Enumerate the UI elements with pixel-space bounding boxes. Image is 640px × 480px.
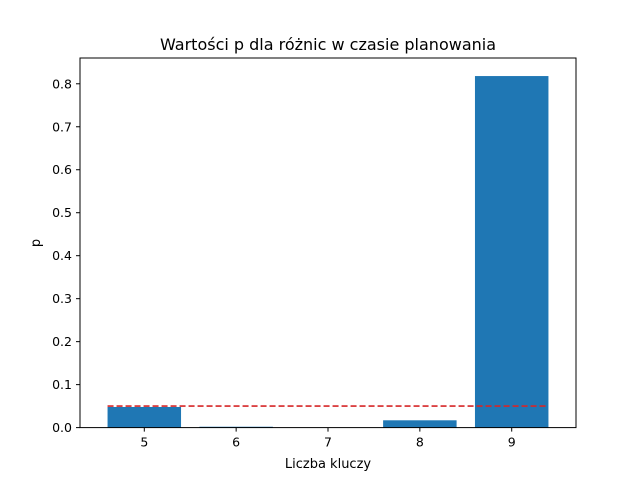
y-tick-label-0.8: 0.8 bbox=[52, 76, 72, 91]
x-tick-label-8: 8 bbox=[416, 435, 424, 450]
bars-layer bbox=[107, 76, 549, 428]
x-tick-label-6: 6 bbox=[232, 435, 240, 450]
y-tick-label-0.6: 0.6 bbox=[52, 162, 72, 177]
x-axis-ticks: 5 6 7 8 9 bbox=[140, 427, 516, 450]
y-axis-label: p bbox=[29, 239, 44, 247]
y-tick-label-0.0: 0.0 bbox=[52, 420, 72, 435]
y-tick-label-0.3: 0.3 bbox=[52, 291, 72, 306]
y-tick-label-0.2: 0.2 bbox=[52, 334, 72, 349]
y-tick-label-0.7: 0.7 bbox=[52, 119, 72, 134]
x-tick-label-9: 9 bbox=[508, 435, 516, 450]
bar-9 bbox=[474, 76, 549, 428]
y-tick-label-0.1: 0.1 bbox=[52, 377, 72, 392]
bar-5 bbox=[107, 406, 182, 428]
x-tick-label-5: 5 bbox=[140, 435, 148, 450]
chart-title: Wartości p dla różnic w czasie planowani… bbox=[160, 35, 496, 54]
x-axis-label: Liczba kluczy bbox=[285, 457, 372, 472]
bar-8 bbox=[383, 420, 457, 428]
x-tick-label-7: 7 bbox=[324, 435, 332, 450]
y-axis-ticks: 0.0 0.1 0.2 0.3 0.4 0.5 0.6 0.7 0.8 bbox=[52, 76, 80, 435]
y-tick-label-0.5: 0.5 bbox=[52, 205, 72, 220]
y-tick-label-0.4: 0.4 bbox=[52, 248, 72, 263]
